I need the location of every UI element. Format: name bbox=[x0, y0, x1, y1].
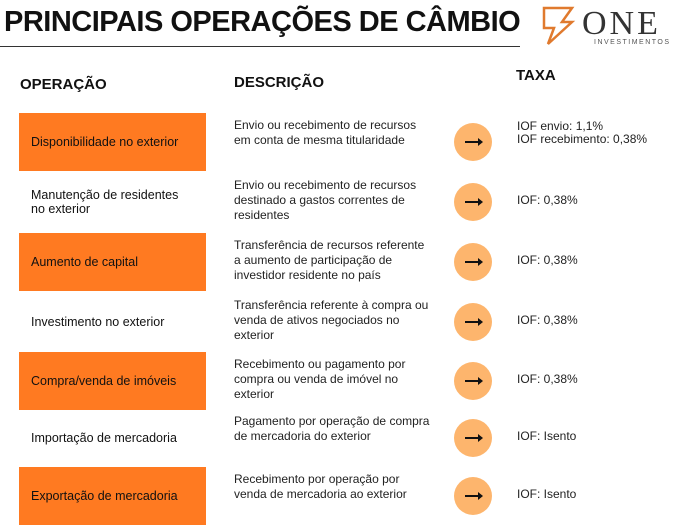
logo-name: ONE bbox=[582, 5, 661, 42]
operation: Exportação de mercadoria bbox=[19, 467, 206, 525]
description: Recebimento ou pagamento por compra ou v… bbox=[234, 357, 406, 401]
description: Pagamento por operação de compra de merc… bbox=[234, 414, 430, 443]
arrow bbox=[465, 258, 483, 266]
column-header: OPERAÇÃO bbox=[20, 76, 107, 93]
taxa: IOF: 0,38% bbox=[517, 314, 578, 327]
operation: Manutenção de residentes no exterior bbox=[31, 188, 179, 216]
taxa-line: IOF: 0,38% bbox=[517, 372, 578, 386]
operation: Investimento no exterior bbox=[31, 315, 165, 329]
arrow-circle bbox=[454, 419, 492, 457]
description: Envio ou recebimento de recursos destina… bbox=[234, 178, 417, 222]
title: PRINCIPAIS OPERAÇÕES DE CÂMBIO bbox=[4, 6, 521, 38]
taxa: IOF: 0,38% bbox=[517, 373, 578, 386]
arrow-circle bbox=[454, 243, 492, 281]
arrow bbox=[465, 377, 483, 385]
column-header: DESCRIÇÃO bbox=[234, 74, 325, 91]
description: Transferência de recursos referente a au… bbox=[234, 238, 425, 282]
taxa-line: IOF recebimento: 0,38% bbox=[517, 132, 648, 146]
description: Transferência referente à compra ou vend… bbox=[234, 298, 429, 342]
arrow bbox=[465, 318, 483, 326]
operation: Compra/venda de imóveis bbox=[19, 352, 206, 410]
operation: Aumento de capital bbox=[19, 233, 206, 291]
arrow bbox=[465, 434, 483, 442]
taxa-line: IOF: Isento bbox=[517, 487, 577, 501]
taxa-line: IOF envio: 1,1% bbox=[517, 119, 604, 133]
operation: Disponibilidade no exterior bbox=[19, 113, 206, 171]
title-rule bbox=[0, 46, 520, 47]
arrow-circle bbox=[454, 303, 492, 341]
taxa: IOF: 0,38% bbox=[517, 194, 578, 207]
arrow-circle bbox=[454, 123, 492, 161]
taxa-line: IOF: 0,38% bbox=[517, 253, 578, 267]
taxa: IOF: Isento bbox=[517, 488, 576, 501]
description: Recebimento por operação por venda de me… bbox=[234, 472, 407, 501]
arrow-circle bbox=[454, 362, 492, 400]
taxa: IOF: 0,38% bbox=[517, 254, 578, 267]
logo-sub: INVESTIMENTOS bbox=[594, 39, 671, 46]
logo: ONE INVESTIMENTOS bbox=[542, 5, 671, 46]
arrow bbox=[465, 198, 483, 206]
taxa: IOF envio: 1,1% IOF recebimento: 0,38% bbox=[517, 120, 647, 146]
column-header: TAXA bbox=[516, 67, 556, 84]
taxa-line: IOF: 0,38% bbox=[517, 313, 578, 327]
arrow-circle bbox=[454, 183, 492, 221]
arrow-circle bbox=[454, 477, 492, 515]
taxa-line: IOF: Isento bbox=[517, 429, 577, 443]
taxa-line: IOF: 0,38% bbox=[517, 193, 578, 207]
taxa: IOF: Isento bbox=[517, 430, 576, 443]
arrow bbox=[465, 138, 483, 146]
logo-icon bbox=[542, 6, 576, 45]
arrow bbox=[465, 492, 483, 500]
description: Envio ou recebimento de recursos em cont… bbox=[234, 118, 417, 147]
operation: Importação de mercadoria bbox=[31, 431, 177, 445]
